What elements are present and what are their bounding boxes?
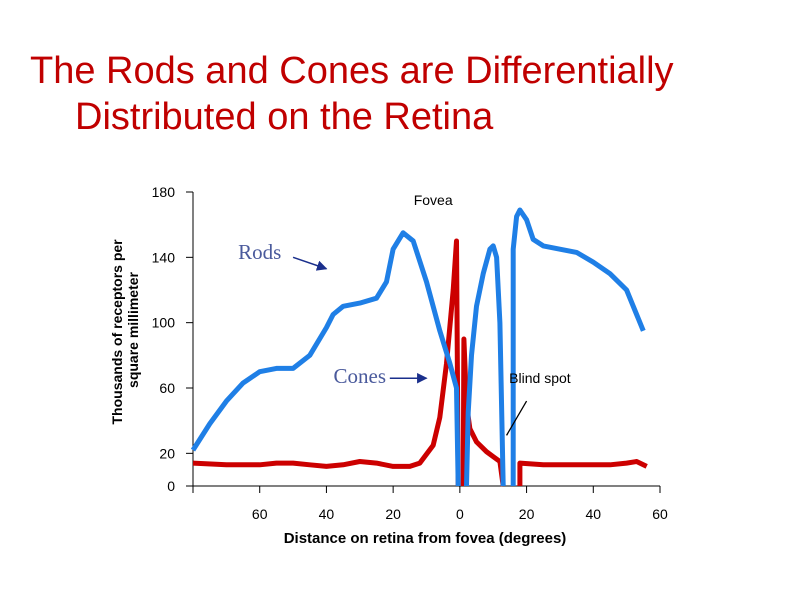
x-axis-ticks: 60 40 20 0 20 40 60 [192, 486, 668, 522]
y-tick-label: 60 [159, 380, 175, 396]
slide-title: The Rods and Cones are Differentially Di… [30, 48, 792, 140]
x-tick-label: 60 [252, 506, 268, 522]
chart-annotations: Fovea Rods Cones Blind spot [238, 192, 571, 436]
blind-spot-label: Blind spot [509, 370, 571, 386]
y-tick-label: 140 [152, 249, 176, 265]
y-axis-label-line-1: Thousands of receptors per [109, 239, 125, 425]
rods-arrow [292, 256, 328, 271]
rods-line-segment [464, 243, 506, 487]
cones-line-segment [192, 238, 461, 487]
x-tick-label: 40 [585, 506, 601, 522]
y-axis-label-line-2: square millimeter [125, 271, 141, 387]
chart-axes [192, 192, 660, 487]
x-tick-label: 20 [519, 506, 535, 522]
cones-label: Cones [334, 364, 387, 388]
blind-spot-pointer [505, 400, 528, 436]
y-tick-label: 100 [152, 315, 176, 331]
y-axis-label: Thousands of receptors per square millim… [109, 235, 141, 424]
y-axis-ticks: 0 20 60 100 140 180 [152, 184, 193, 494]
y-tick-label: 0 [167, 478, 175, 494]
rods-label: Rods [238, 240, 281, 264]
x-tick-label: 20 [385, 506, 401, 522]
x-tick-label: 60 [652, 506, 668, 522]
title-line-2: Distributed on the Retina [75, 96, 494, 138]
y-tick-label: 180 [152, 184, 176, 200]
x-tick-label: 40 [319, 506, 335, 522]
rods-series [190, 207, 646, 487]
cones-line-segment [460, 336, 506, 487]
x-axis-label: Distance on retina from fovea (degrees) [284, 530, 567, 547]
rods-line-segment [510, 207, 646, 486]
y-tick-label: 20 [159, 445, 175, 461]
title-line-1: The Rods and Cones are Differentially [30, 50, 674, 92]
cones-line-segment [517, 459, 648, 486]
fovea-label: Fovea [414, 192, 453, 208]
rods-line-segment [190, 230, 461, 487]
cones-series [192, 238, 648, 487]
x-tick-label: 0 [456, 506, 464, 522]
